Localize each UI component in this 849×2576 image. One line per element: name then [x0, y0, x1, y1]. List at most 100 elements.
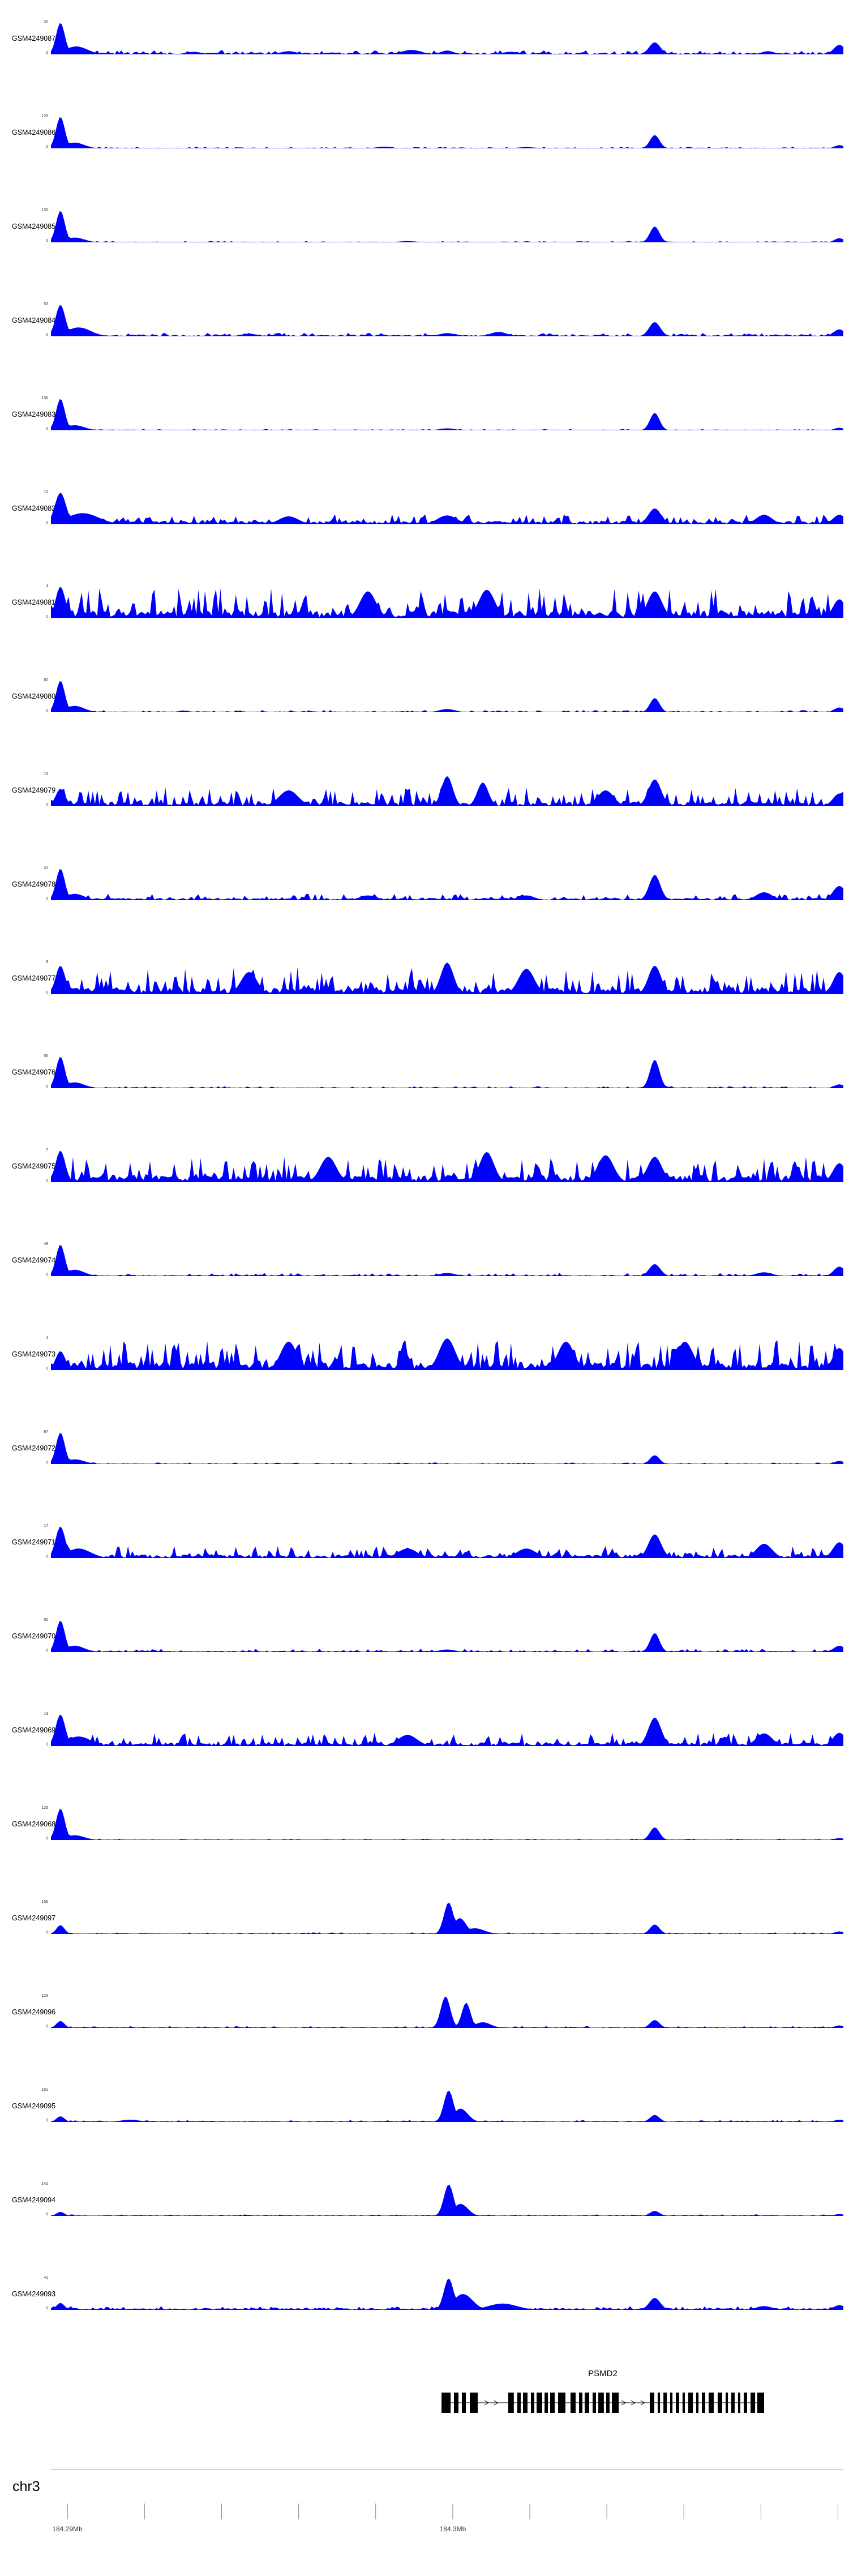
track-ymax-value: 41 [44, 866, 48, 870]
track-label: GSM4249084 [12, 316, 56, 324]
track-label: GSM4249097 [12, 1914, 56, 1922]
track-ymax-value: 123 [41, 1994, 48, 1998]
exon-block [709, 2393, 714, 2413]
exon-block [688, 2393, 693, 2413]
exon-block [718, 2393, 722, 2413]
track-ymin-value: 0 [46, 1649, 48, 1653]
track-ymin-value: 0 [46, 803, 48, 807]
exon-block [523, 2393, 528, 2413]
track-label: GSM4249072 [12, 1444, 56, 1452]
track-label: GSM4249079 [12, 786, 56, 794]
coverage-signal [51, 1808, 843, 1840]
coverage-signal [51, 681, 843, 712]
exon-block [744, 2393, 747, 2413]
track-ymax-value: 30 [44, 20, 48, 24]
coverage-signal [51, 2184, 843, 2216]
coverage-signal [51, 1150, 843, 1182]
coverage-area [51, 1714, 843, 1746]
gene-structure [441, 2393, 764, 2413]
coverage-signal [51, 776, 843, 806]
track-label: GSM4249075 [12, 1162, 56, 1170]
track-label: GSM4249073 [12, 1350, 56, 1358]
exon-block [454, 2393, 458, 2413]
signal-track: GSM4249073 4 0 [0, 1334, 849, 1428]
track-ymin-value: 0 [46, 145, 48, 149]
exon-block [558, 2393, 565, 2413]
gene-name-label: PSMD2 [588, 2369, 618, 2378]
coverage-area [51, 2278, 843, 2310]
track-ymax-value: 53 [44, 302, 48, 306]
track-label: GSM4249068 [12, 1820, 56, 1828]
coverage-signal [51, 1526, 843, 1558]
exon-block [650, 2393, 654, 2413]
coverage-area [51, 117, 843, 148]
exon-block [470, 2393, 478, 2413]
exon-block [579, 2393, 582, 2413]
track-ymin-value: 0 [46, 333, 48, 337]
coverage-signal [51, 1432, 843, 1464]
exon-block [531, 2393, 534, 2413]
track-label: GSM4249070 [12, 1632, 56, 1640]
coverage-area [51, 399, 843, 430]
axis-tick-label: 184.29Mb [52, 2525, 83, 2533]
exon-block [537, 2393, 542, 2413]
exon-block [612, 2393, 619, 2413]
track-ymin-value: 0 [46, 1179, 48, 1183]
coverage-signal [51, 1244, 843, 1276]
track-ymin-value: 0 [46, 1273, 48, 1277]
signal-track: GSM4249074 49 0 [0, 1240, 849, 1334]
track-ymax-value: 4 [46, 584, 48, 588]
signal-track: GSM4249077 9 0 [0, 958, 849, 1052]
coverage-area [51, 1902, 843, 1934]
signal-track: GSM4249070 50 0 [0, 1616, 849, 1710]
coverage-area [51, 962, 843, 994]
signal-track: GSM4249085 135 0 [0, 206, 849, 300]
coverage-signal [51, 868, 843, 900]
track-label: GSM4249077 [12, 974, 56, 982]
signal-track: GSM4249087 30 0 [0, 18, 849, 112]
coverage-signal [51, 587, 843, 618]
track-label: GSM4249069 [12, 1726, 56, 1734]
exon-block [726, 2393, 728, 2413]
exon-block [462, 2393, 466, 2413]
exon-block [593, 2393, 596, 2413]
signal-track: GSM4249081 4 0 [0, 582, 849, 676]
track-ymin-value: 0 [46, 709, 48, 713]
track-ymax-value: 9 [46, 960, 48, 964]
exon-block [696, 2393, 699, 2413]
chromosome-label: chr3 [12, 2479, 40, 2494]
strand-arrow-icon [621, 2400, 627, 2406]
coverage-signal [51, 211, 843, 242]
exon-block [598, 2393, 604, 2413]
exon-block [702, 2393, 705, 2413]
coverage-area [51, 1056, 843, 1088]
track-ymax-value: 50 [44, 1618, 48, 1622]
coverage-signal [51, 962, 843, 994]
signal-track: GSM4249078 41 0 [0, 864, 849, 958]
track-ymin-value: 0 [46, 1931, 48, 1935]
track-label: GSM4249078 [12, 880, 56, 888]
track-ymax-value: 55 [44, 1054, 48, 1058]
genome-axis-ticks [67, 2504, 838, 2519]
track-ymin-value: 0 [46, 1743, 48, 1747]
track-label: GSM4249094 [12, 2196, 56, 2204]
exon-block [508, 2393, 514, 2413]
signal-track: GSM4249097 156 0 [0, 1898, 849, 1992]
coverage-area [51, 868, 843, 900]
exon-block [606, 2393, 610, 2413]
coverage-area [51, 1338, 843, 1370]
strand-arrow-icon [484, 2400, 490, 2406]
coverage-signal [51, 1714, 843, 1746]
signal-track: GSM4249084 53 0 [0, 300, 849, 394]
coverage-signal [51, 2278, 843, 2310]
track-label: GSM4249074 [12, 1256, 56, 1264]
signal-track: GSM4249082 12 0 [0, 488, 849, 582]
track-ymin-value: 0 [46, 615, 48, 619]
signal-track: GSM4249079 10 0 [0, 770, 849, 864]
exon-block [585, 2393, 589, 2413]
strand-arrow-icon [640, 2400, 645, 2406]
exon-block [663, 2393, 667, 2413]
signal-track: GSM4249095 151 0 [0, 2086, 849, 2180]
signal-track: GSM4249083 136 0 [0, 394, 849, 488]
track-ymin-value: 0 [46, 1085, 48, 1089]
